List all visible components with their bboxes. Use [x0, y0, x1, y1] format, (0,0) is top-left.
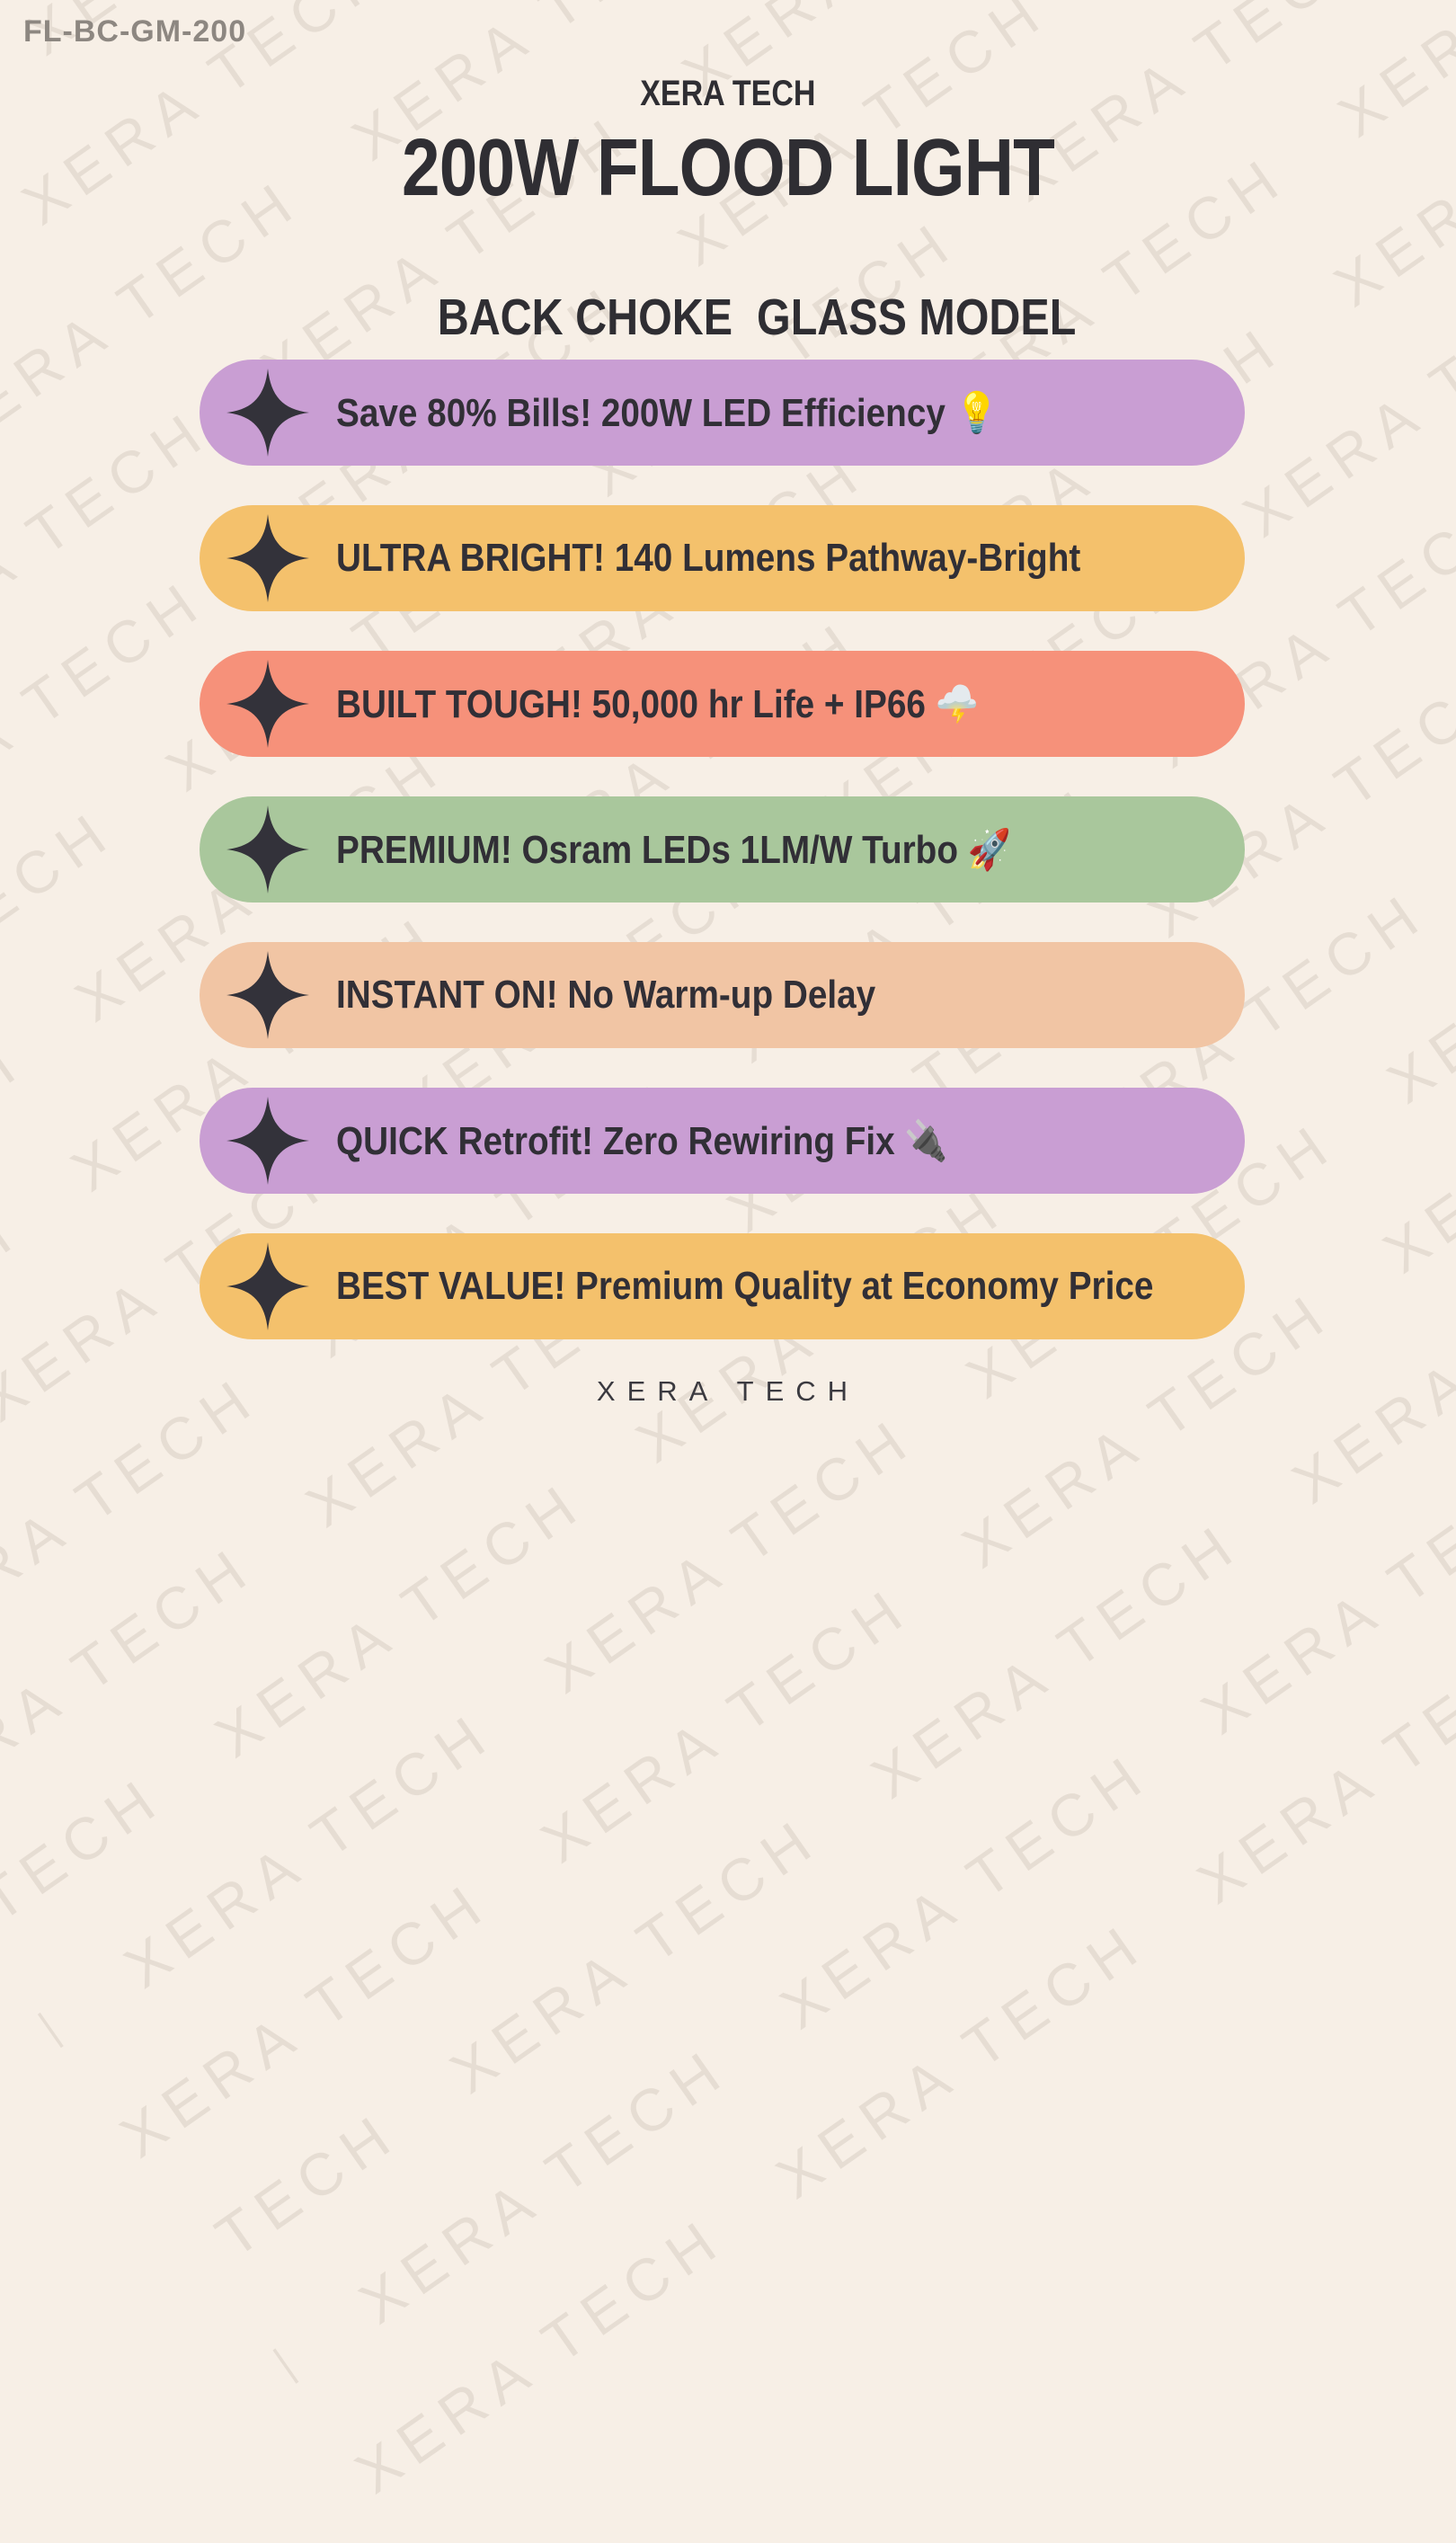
feature-pill: QUICK Retrofit! Zero Rewiring Fix 🔌 — [200, 1088, 1245, 1194]
feature-text: BEST VALUE! Premium Quality at Economy P… — [336, 1264, 1153, 1309]
sparkle-star-icon — [226, 369, 309, 457]
feature-label: INSTANT ON! No Warm-up Delay — [336, 973, 876, 1017]
feature-label: PREMIUM! Osram LEDs 1LM/W Turbo — [336, 828, 958, 872]
feature-label: Save 80% Bills! 200W LED Efficiency — [336, 391, 946, 435]
sparkle-star-icon — [226, 1097, 309, 1185]
feature-text: QUICK Retrofit! Zero Rewiring Fix 🔌 — [336, 1117, 947, 1164]
flyer-content: FL-BC-GM-200 XERA TECH 200W FLOOD LIGHT … — [23, 14, 1245, 1407]
feature-label: ULTRA BRIGHT! 140 Lumens Pathway-Bright — [336, 536, 1081, 580]
sparkle-star-icon — [226, 951, 309, 1039]
sparkle-star-icon — [226, 1242, 309, 1330]
feature-pill: PREMIUM! Osram LEDs 1LM/W Turbo 🚀 — [200, 796, 1245, 902]
brand-name-footer: XERA TECH — [596, 1375, 860, 1407]
sparkle-star-icon — [226, 660, 309, 748]
sparkle-star-icon — [226, 514, 309, 602]
feature-pill: Save 80% Bills! 200W LED Efficiency 💡 — [200, 360, 1245, 466]
product-title: 200W FLOOD LIGHT — [402, 123, 1055, 213]
product-subtitle: BACK CHOKE GLASS MODEL — [437, 289, 1076, 346]
feature-label: BEST VALUE! Premium Quality at Economy P… — [336, 1264, 1154, 1308]
feature-label: QUICK Retrofit! Zero Rewiring Fix — [336, 1119, 895, 1163]
feature-pill: INSTANT ON! No Warm-up Delay — [200, 942, 1245, 1048]
feature-text: Save 80% Bills! 200W LED Efficiency 💡 — [336, 389, 999, 436]
brand-name-header: XERA TECH — [640, 74, 816, 113]
feature-emoji: 🔌 — [904, 1119, 948, 1163]
feature-text: BUILT TOUGH! 50,000 hr Life + IP66 🌩️ — [336, 680, 979, 727]
feature-emoji: 💡 — [954, 391, 999, 435]
feature-text: PREMIUM! Osram LEDs 1LM/W Turbo 🚀 — [336, 826, 1011, 873]
feature-emoji: 🚀 — [967, 828, 1011, 872]
sparkle-star-icon — [226, 805, 309, 894]
feature-list: Save 80% Bills! 200W LED Efficiency 💡 ULT… — [200, 360, 1245, 1379]
feature-text: ULTRA BRIGHT! 140 Lumens Pathway-Bright — [336, 536, 1080, 581]
feature-pill: BEST VALUE! Premium Quality at Economy P… — [200, 1233, 1245, 1339]
feature-text: INSTANT ON! No Warm-up Delay — [336, 973, 875, 1018]
model-code: FL-BC-GM-200 — [23, 14, 247, 49]
feature-pill: ULTRA BRIGHT! 140 Lumens Pathway-Bright — [200, 505, 1245, 611]
feature-emoji: 🌩️ — [935, 682, 979, 726]
feature-label: BUILT TOUGH! 50,000 hr Life + IP66 — [336, 682, 926, 726]
feature-pill: BUILT TOUGH! 50,000 hr Life + IP66 🌩️ — [200, 651, 1245, 757]
